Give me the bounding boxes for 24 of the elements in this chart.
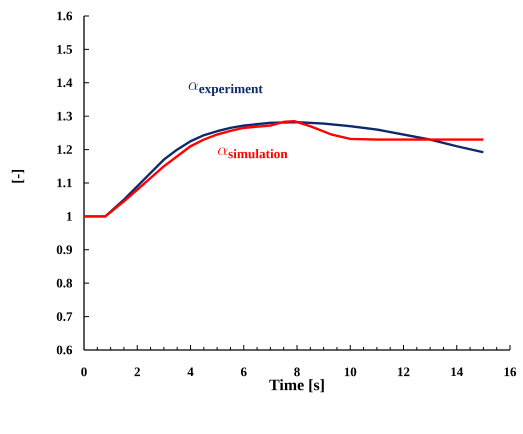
- y-tick-label: 1: [67, 212, 72, 221]
- y-tick-label: 0.7: [56, 312, 72, 321]
- x-tick-label: 2: [134, 368, 140, 376]
- x-tick-label: 4: [187, 368, 194, 376]
- y-tick-label: 0.9: [56, 245, 72, 254]
- y-axis-title: [-]: [12, 170, 24, 183]
- y-tick-label: 1.5: [57, 45, 72, 54]
- x-tick-label: 6: [240, 368, 247, 376]
- y-tick-label: 0.6: [56, 346, 72, 354]
- y-tick-label: 1.1: [57, 178, 72, 188]
- x-tick-label: 14: [451, 368, 463, 376]
- y-tick-label: 1.4: [57, 78, 72, 88]
- x-tick-label: 10: [344, 368, 356, 376]
- y-tick-label: 1.3: [57, 112, 72, 121]
- x-axis-title: Time [s]: [269, 379, 324, 392]
- x-tick-label: 8: [294, 368, 300, 376]
- text: $\alpha_{\mathbf{experiment}}$: [188, 82, 263, 96]
- series-label: $\alpha_{\mathbf{simulation}}$: [218, 147, 288, 158]
- x-tick-label: 12: [398, 368, 410, 376]
- y-tick-label: 1.2: [57, 145, 72, 154]
- x-tick-label: 0: [81, 368, 87, 376]
- y-tick-label: 0.8: [56, 278, 72, 288]
- y-tick-label: 1.6: [57, 12, 72, 20]
- x-tick-label: 16: [504, 368, 516, 376]
